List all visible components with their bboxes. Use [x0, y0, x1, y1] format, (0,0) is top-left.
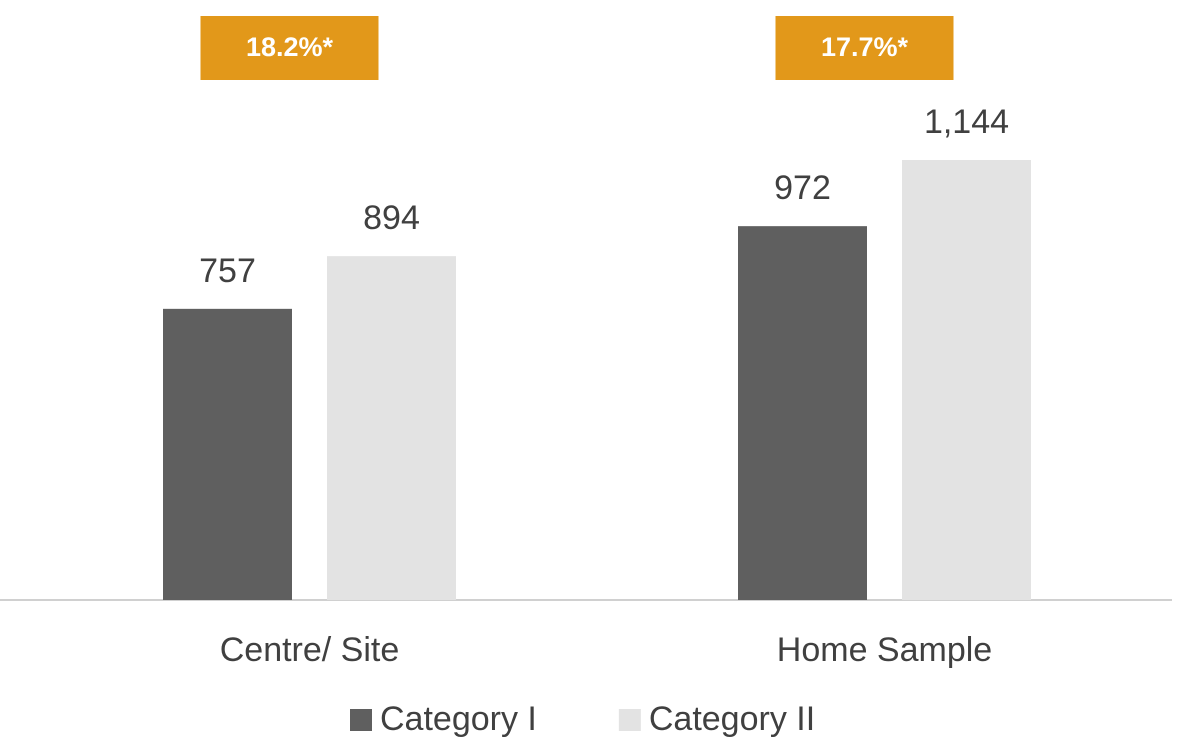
x-tick-label: Centre/ Site [220, 631, 400, 669]
bar [327, 256, 456, 600]
data-label: 1,144 [924, 103, 1009, 141]
legend-swatch [350, 709, 372, 731]
data-label: 757 [199, 252, 256, 290]
bar [738, 226, 867, 600]
annotation-box [775, 16, 954, 80]
bar [902, 160, 1031, 600]
legend-label: Category I [380, 700, 537, 738]
annotation: 18.2%* [246, 32, 334, 62]
x-tick-label: Home Sample [777, 631, 992, 669]
legend-swatch [618, 709, 641, 731]
data-label: 972 [774, 169, 831, 207]
annotation-box [200, 16, 379, 80]
bar [163, 308, 292, 600]
annotation: 17.7%* [821, 32, 909, 62]
legend-label: Category II [649, 700, 815, 738]
data-label: 894 [363, 199, 420, 237]
